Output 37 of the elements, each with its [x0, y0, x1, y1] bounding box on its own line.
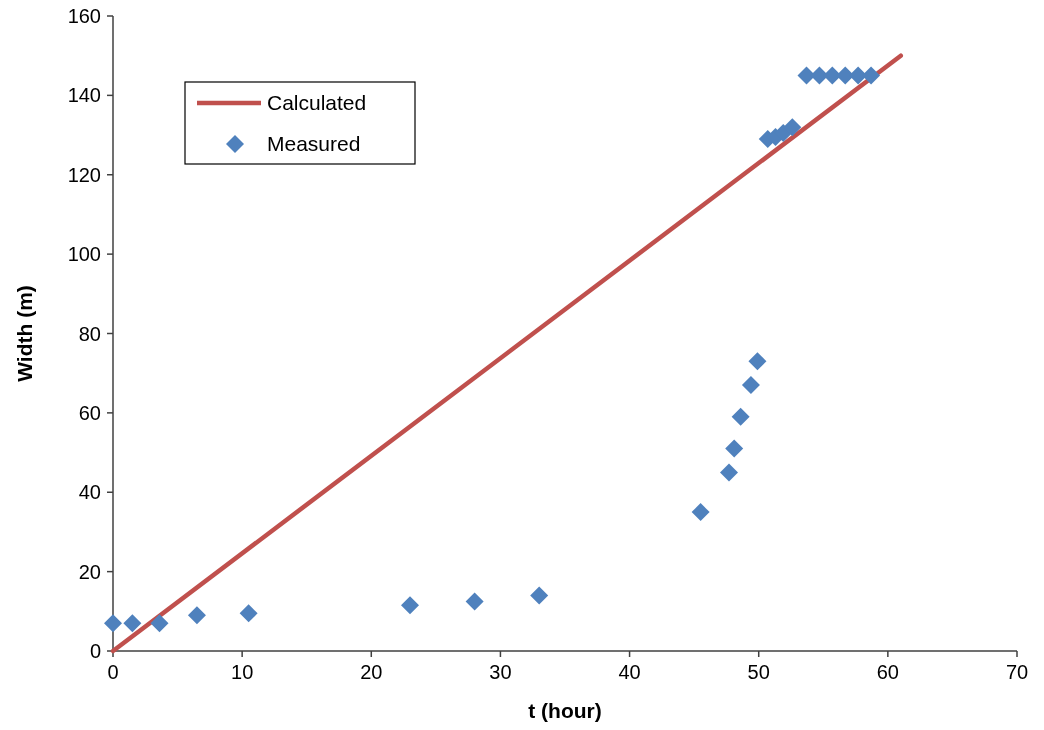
point — [720, 463, 739, 482]
point — [239, 604, 258, 623]
y-tick-label: 120 — [67, 163, 101, 186]
point — [725, 439, 744, 458]
point — [187, 606, 206, 625]
x-tick-label: 10 — [231, 661, 254, 683]
x-tick-label: 30 — [489, 661, 512, 683]
x-tick-label: 0 — [107, 661, 119, 683]
y-tick-label: 0 — [89, 640, 101, 662]
y-tick-label: 100 — [67, 243, 101, 266]
y-tick-label: 80 — [78, 322, 101, 345]
legend-label: Measured — [267, 132, 361, 155]
point — [150, 614, 169, 633]
point — [862, 66, 881, 85]
point — [691, 503, 710, 522]
x-tick-label: 40 — [618, 661, 641, 683]
y-tick-label: 60 — [78, 401, 101, 424]
y-axis-title: Width (m) — [13, 285, 36, 382]
point — [741, 376, 760, 395]
point — [123, 614, 142, 633]
point — [104, 614, 122, 633]
x-tick-label: 50 — [747, 661, 770, 683]
legend-label: Calculated — [267, 91, 367, 114]
point — [748, 352, 767, 371]
point — [731, 407, 750, 426]
point — [401, 596, 420, 615]
y-tick-label: 160 — [67, 5, 101, 27]
x-tick-label: 60 — [876, 661, 899, 683]
point — [783, 118, 802, 137]
x-tick-label: 70 — [1005, 661, 1029, 683]
point — [465, 592, 484, 611]
point — [530, 586, 549, 605]
y-tick-label: 140 — [67, 84, 101, 107]
y-tick-label: 40 — [78, 481, 101, 504]
y-tick-label: 20 — [78, 560, 101, 583]
x-tick-label: 20 — [360, 661, 383, 683]
x-axis-title: t (hour) — [528, 699, 602, 722]
